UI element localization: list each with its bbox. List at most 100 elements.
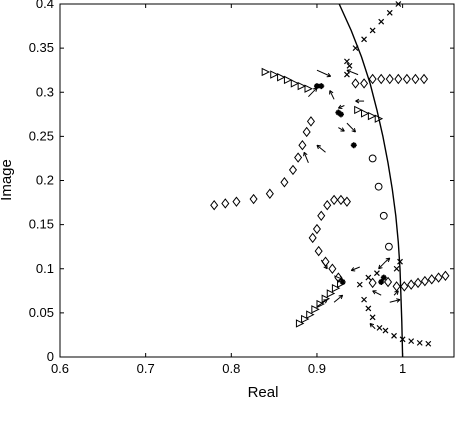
arrow [372,290,382,296]
arrow-shaft [303,152,309,164]
arrow-head [351,127,356,133]
diamond-marker [308,232,317,244]
diamond-marker [306,116,315,127]
x-marker [369,27,376,34]
diamond-marker [265,188,274,199]
x-marker [393,265,400,272]
arrow-shaft [338,105,345,109]
arrow-head [340,127,345,132]
diamond-marker [294,152,303,163]
diamond-marker [419,73,429,85]
arrow [329,90,335,100]
diamond-marker [323,199,332,211]
circle-marker [385,242,393,251]
triangle-marker [374,114,384,123]
diamond-marker [249,193,258,205]
arrow-shaft [351,266,360,271]
arrow [378,261,386,270]
arrow-head [316,144,321,150]
arrow-shaft [316,144,326,153]
diamond-marker [368,73,377,85]
star-marker [337,111,344,118]
arrow [333,275,344,281]
diamond-marker [441,270,450,282]
arrow [303,151,309,164]
arrow [385,257,391,263]
diamond-marker [221,198,230,209]
x-marker [373,270,380,277]
diamond-marker [434,272,443,283]
arrow-shaft [320,259,328,270]
plot-frame [59,3,455,358]
arrow [338,127,345,132]
diamond-marker [232,196,241,207]
x-marker [425,340,432,347]
triangle-marker [326,289,336,298]
circle-marker [379,211,388,220]
direction-arrows [303,69,401,330]
star-marker [378,278,385,285]
diamond-marker [280,177,289,188]
triangle-marker [306,310,315,319]
x-marker [346,62,353,69]
arrow-shaft [346,69,359,76]
star-marker [318,83,325,90]
arrow-head [303,151,308,157]
triangle-marker [304,84,313,93]
x-axis-title: Real [248,384,279,401]
x-marker [365,305,372,312]
diamond-marker [351,78,360,89]
x-marker [399,336,406,343]
triangle-marker [283,75,293,85]
arrow-shaft [333,294,343,303]
x-marker [361,296,367,303]
arrow [346,69,359,76]
diamond-marker [411,73,420,85]
x-marker [369,314,376,321]
diamond-marker [317,210,326,222]
arrow-shaft [308,87,318,98]
x-marker [344,58,350,65]
diamond-marker [336,194,345,206]
circle-marker [368,154,377,163]
arrow [389,298,401,303]
triangle-marker [361,109,370,118]
diamond-marker [392,281,401,292]
triangle-marker [297,81,307,91]
x-tick-label: 0.6 [51,361,69,376]
triangle-marker [316,299,325,309]
diamond-marker [312,223,321,235]
diamond-marker [368,277,377,289]
x-marker [395,1,402,7]
arrow-head [396,298,401,303]
arrow [393,290,399,296]
star-marker [335,109,342,116]
diamond-marker [314,245,323,257]
diamond-marker [328,263,337,274]
x-marker [391,332,397,339]
y-tick-label: 0.4 [36,0,54,11]
unit-circle-curve [338,3,404,358]
x-marker [376,324,383,331]
star-marker [313,83,320,90]
arrow [316,144,326,153]
arrow-head [369,322,375,328]
arrow-head [323,264,328,270]
diamond-marker [394,73,403,85]
diamond-marker [427,274,436,285]
data-markers [210,1,450,358]
arrow [333,294,344,303]
diamond-marker [360,78,369,89]
diamond-marker [402,73,411,85]
diamond-marker [377,73,386,85]
x-marker [382,327,389,334]
star-marker [339,278,346,285]
arrow [350,266,360,272]
triangle-marker [331,283,341,293]
y-tick-label: 0.25 [29,128,54,143]
diamond-marker [385,73,394,85]
x-marker [386,9,393,16]
arrow [369,322,376,330]
diamond-marker [298,139,307,151]
x-tick-label: 0.8 [222,361,240,376]
